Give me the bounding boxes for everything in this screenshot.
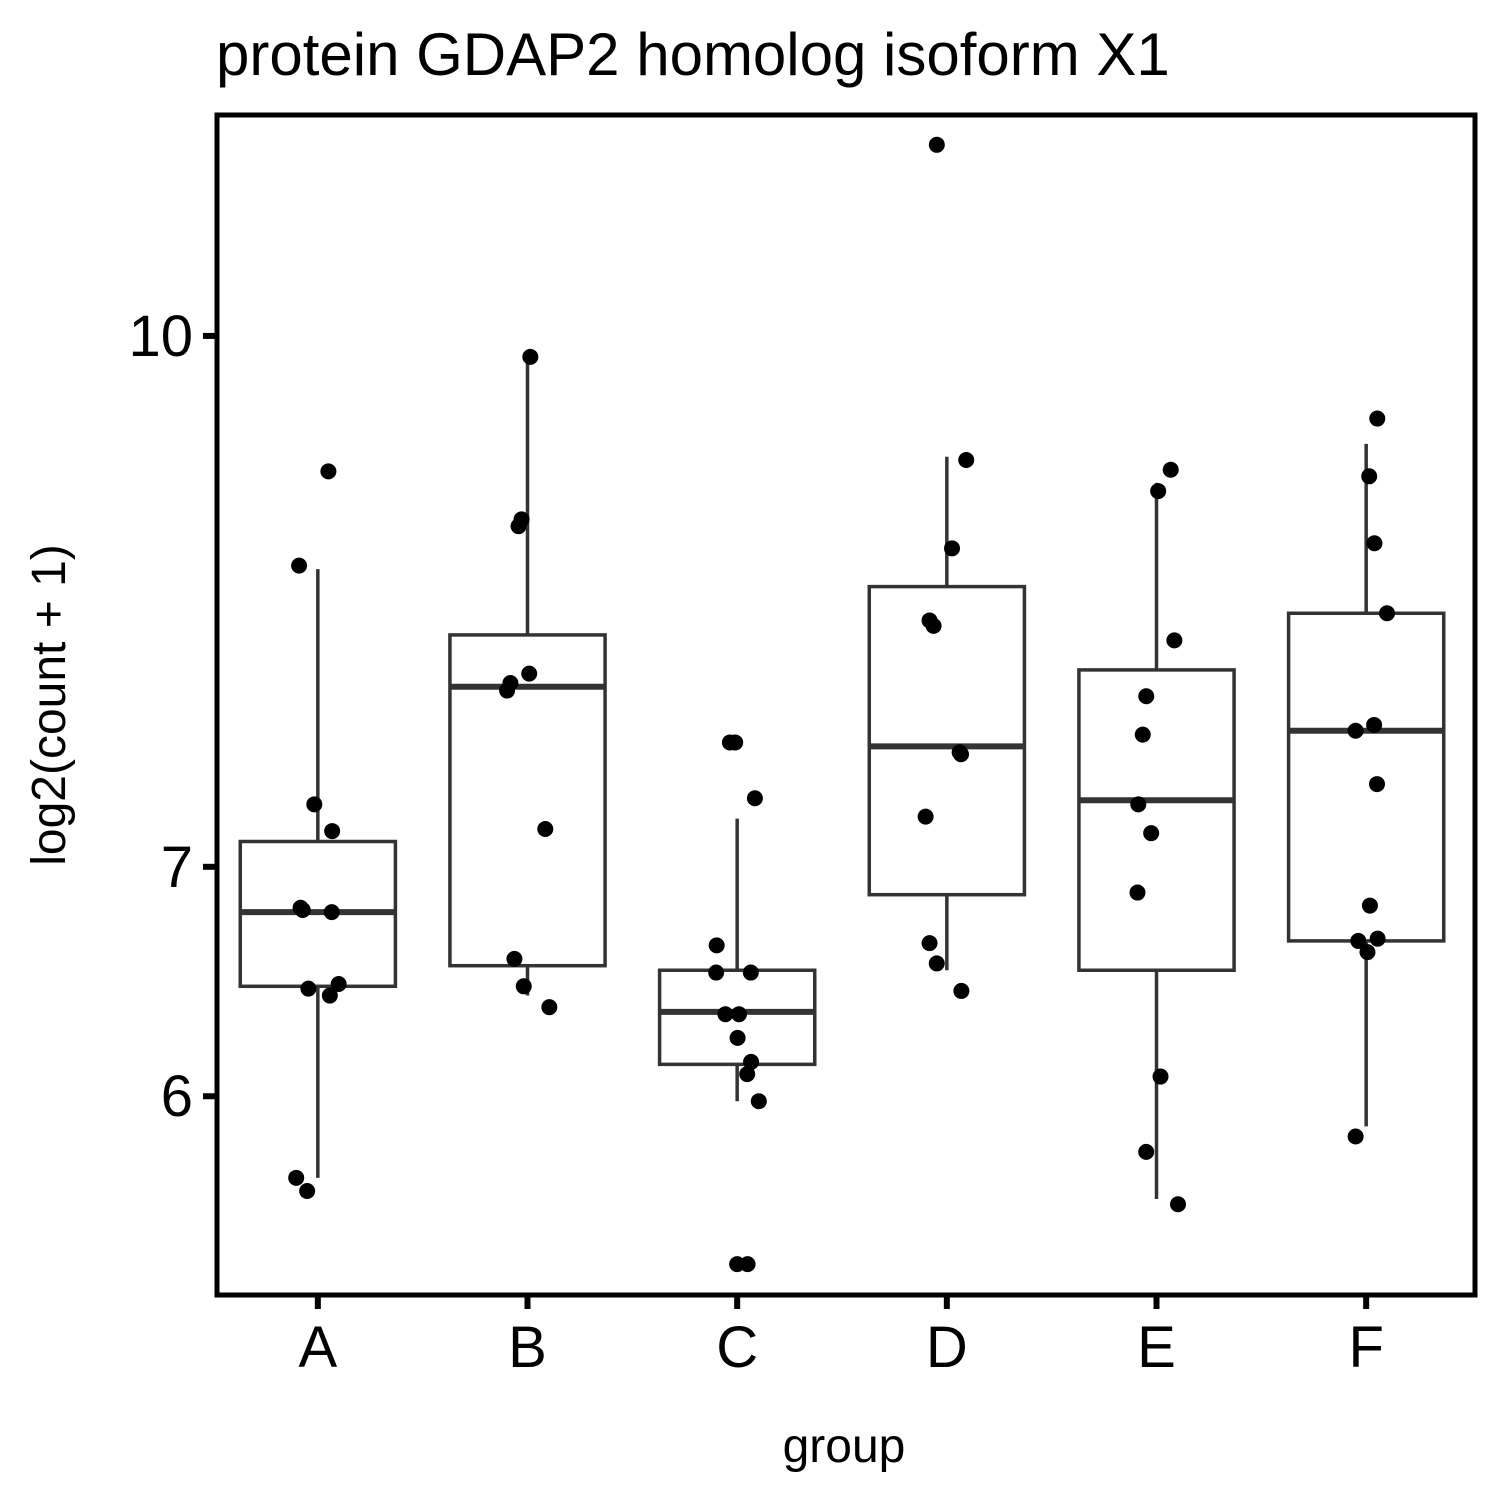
data-point	[721, 734, 738, 751]
data-point	[1138, 1143, 1155, 1160]
data-point	[944, 540, 961, 557]
plot-panel-border	[214, 112, 1478, 1298]
data-point	[928, 136, 945, 153]
points-A	[288, 463, 347, 1199]
points-C	[708, 734, 767, 1273]
data-point	[1138, 688, 1155, 705]
data-point	[1368, 776, 1385, 793]
data-point	[958, 452, 975, 469]
y-axis-title: log2(count + 1)	[23, 544, 76, 866]
data-point	[717, 1006, 734, 1023]
x-tick-label-E: E	[1137, 1315, 1176, 1380]
data-point	[739, 1256, 756, 1273]
points-F	[1347, 410, 1396, 1145]
data-point	[1166, 632, 1183, 649]
data-point	[1162, 461, 1179, 478]
data-point	[951, 744, 968, 761]
data-point	[537, 821, 554, 838]
data-point	[739, 1066, 756, 1083]
axes: 6 7 10 A B C D E F	[128, 304, 1383, 1380]
data-point	[1350, 932, 1367, 949]
data-point	[320, 463, 337, 480]
data-point	[306, 796, 323, 813]
data-point	[928, 955, 945, 972]
data-point	[515, 978, 532, 995]
data-point	[742, 964, 759, 981]
data-point	[1130, 796, 1147, 813]
box-iqr-F	[1286, 611, 1446, 943]
x-tick-label-D: D	[926, 1315, 968, 1380]
y-tick-label: 10	[128, 304, 193, 369]
box-F	[1286, 443, 1446, 1127]
y-tick-label: 6	[161, 1064, 193, 1129]
chart-title: protein GDAP2 homolog isoform X1	[216, 21, 1170, 88]
data-point	[925, 617, 942, 634]
data-point	[708, 964, 725, 981]
data-point	[917, 808, 934, 825]
box-iqr-E	[1077, 668, 1236, 973]
points-E	[1129, 461, 1187, 1213]
data-point	[522, 348, 539, 365]
data-point	[743, 1053, 760, 1070]
data-point	[708, 937, 725, 954]
data-point	[1150, 483, 1167, 500]
data-point	[750, 1093, 767, 1110]
data-point	[953, 982, 970, 999]
data-point	[1366, 535, 1383, 552]
box-E	[1077, 482, 1236, 1199]
data-point	[506, 950, 523, 967]
box-iqr-D	[867, 584, 1027, 897]
data-point	[1369, 410, 1386, 427]
data-point	[1379, 605, 1396, 622]
data-point	[510, 518, 527, 535]
data-point	[1134, 726, 1151, 743]
box-A	[238, 569, 398, 1178]
box-iqr-B	[448, 633, 607, 968]
data-point	[292, 899, 309, 916]
y-tick-label: 7	[161, 835, 193, 900]
data-point	[921, 935, 938, 952]
x-tick-label-C: C	[716, 1315, 758, 1380]
x-tick-label-B: B	[508, 1315, 547, 1380]
data-point	[1366, 716, 1383, 733]
data-point	[521, 665, 538, 682]
data-point	[330, 975, 347, 992]
data-point	[730, 1006, 747, 1023]
x-tick-label-A: A	[298, 1315, 337, 1380]
data-point	[299, 1182, 316, 1199]
data-point	[1143, 825, 1160, 842]
data-point	[1361, 468, 1378, 485]
data-point	[541, 999, 558, 1016]
box-D	[867, 456, 1027, 971]
plot-area	[238, 136, 1446, 1273]
data-point	[323, 904, 340, 921]
x-axis-title: group	[783, 1420, 906, 1473]
data-point	[499, 682, 516, 699]
data-point	[1347, 1128, 1364, 1145]
box-C	[657, 818, 817, 1102]
data-point	[300, 980, 317, 997]
data-point	[321, 987, 338, 1004]
data-point	[1359, 944, 1376, 961]
points-B	[499, 348, 558, 1016]
data-point	[1369, 930, 1386, 947]
box-B	[448, 362, 607, 996]
data-point	[288, 1169, 305, 1186]
points-D	[917, 136, 975, 999]
data-point	[746, 790, 763, 807]
data-point	[1129, 884, 1146, 901]
data-point	[1347, 722, 1364, 739]
data-point	[291, 557, 308, 574]
data-point	[1170, 1196, 1187, 1213]
data-point	[1152, 1068, 1169, 1085]
data-point	[729, 1029, 746, 1046]
x-tick-label-F: F	[1348, 1315, 1383, 1380]
data-point	[1361, 897, 1378, 914]
data-point	[324, 823, 341, 840]
